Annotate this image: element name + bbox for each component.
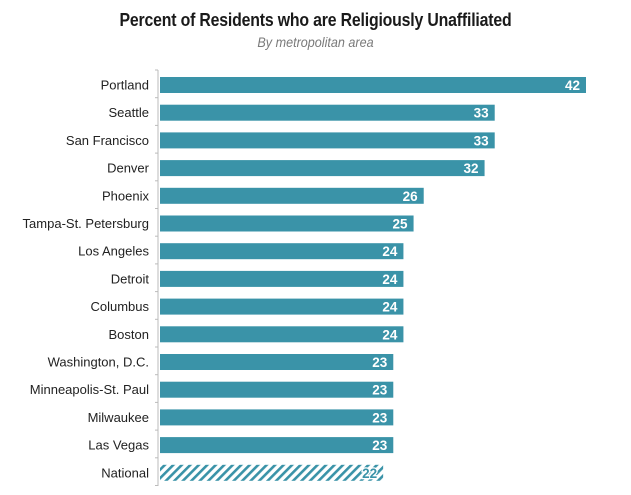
chart-subtitle: By metropolitan area (257, 34, 374, 50)
category-label: Seattle (109, 105, 149, 120)
category-label: Phoenix (102, 188, 149, 203)
category-label: National (101, 465, 149, 480)
bar (160, 132, 495, 149)
bar (160, 104, 495, 121)
bar (160, 215, 414, 232)
bar (160, 77, 586, 93)
category-label: Washington, D.C. (48, 355, 149, 370)
bar-national-hatched (160, 464, 384, 481)
bar (160, 409, 394, 426)
bar (160, 437, 394, 454)
bar (160, 381, 394, 398)
category-label: Columbus (90, 299, 149, 314)
data-label: 23 (372, 355, 388, 370)
bar (160, 270, 404, 287)
bar (160, 298, 404, 315)
data-label: 32 (464, 161, 479, 176)
category-label: Los Angeles (78, 244, 149, 259)
data-label: 24 (382, 300, 398, 315)
data-label: 24 (382, 327, 398, 342)
data-label: 25 (393, 217, 409, 232)
data-label: 22 (362, 466, 377, 481)
data-label: 33 (474, 106, 490, 121)
category-label: Minneapolis-St. Paul (30, 382, 149, 397)
data-label: 23 (372, 410, 388, 425)
data-label: 23 (372, 383, 388, 398)
chart-title: Percent of Residents who are Religiously… (119, 10, 512, 30)
category-label: Tampa-St. Petersburg (23, 216, 149, 231)
bar (160, 326, 404, 343)
bar (160, 354, 394, 370)
data-label: 24 (382, 272, 398, 287)
category-label: Milwaukee (88, 410, 149, 425)
data-label: 23 (372, 438, 388, 453)
bar (160, 160, 485, 177)
data-label: 26 (403, 189, 419, 204)
data-label: 33 (474, 133, 490, 148)
category-label: San Francisco (66, 133, 149, 148)
data-label: 42 (565, 78, 580, 93)
category-label: Boston (109, 327, 149, 342)
bar (160, 187, 424, 204)
category-label: Detroit (111, 271, 150, 286)
bar (160, 243, 404, 260)
category-label: Denver (107, 161, 150, 176)
data-label: 24 (382, 244, 398, 259)
category-label: Portland (101, 78, 149, 93)
category-label: Las Vegas (88, 438, 149, 453)
